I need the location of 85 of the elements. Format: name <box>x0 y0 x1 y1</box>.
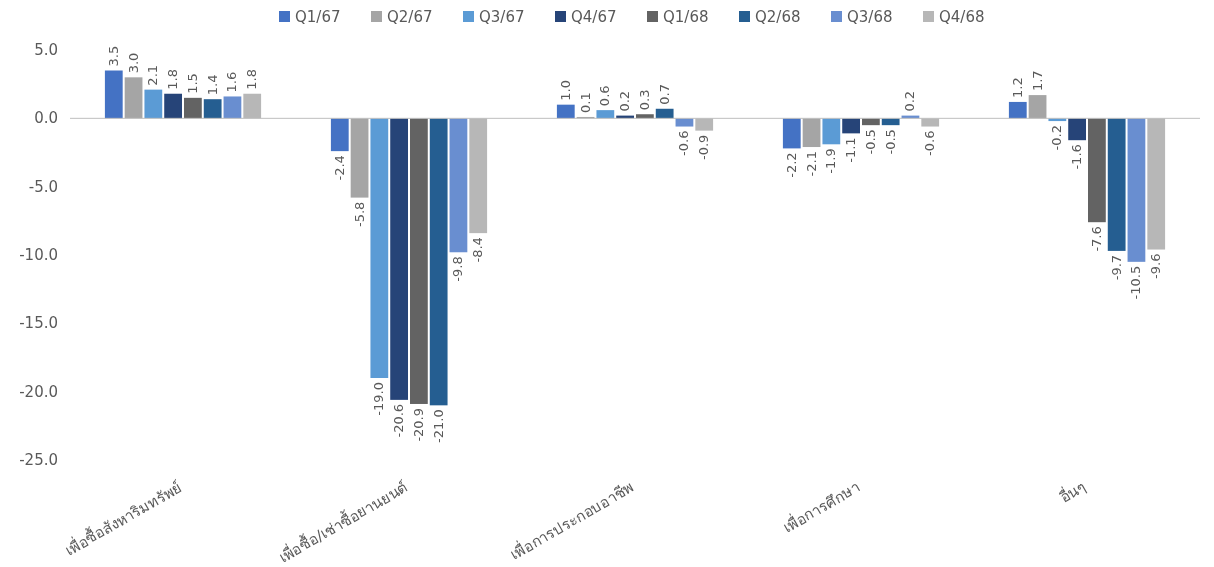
bar <box>822 118 841 145</box>
data-label: -7.6 <box>1088 226 1104 252</box>
data-label: -19.0 <box>371 382 387 416</box>
data-label: -0.5 <box>862 129 878 155</box>
bar <box>556 104 575 119</box>
bar <box>675 118 694 127</box>
bar <box>203 99 222 119</box>
data-label: -1.1 <box>843 137 859 163</box>
legend-label: Q3/68 <box>847 8 893 26</box>
data-label: 0.2 <box>902 90 918 112</box>
data-label: 1.8 <box>165 69 181 90</box>
data-label: -2.4 <box>331 155 347 181</box>
y-tick-label: 0.0 <box>34 109 58 128</box>
data-label: 0.7 <box>656 84 672 105</box>
legend-label: Q2/68 <box>755 8 801 26</box>
legend-label: Q4/67 <box>571 8 617 26</box>
x-tick-label: อื่นๆ <box>1055 476 1089 507</box>
data-label: 3.5 <box>105 45 121 67</box>
bar <box>124 77 143 119</box>
data-label: 1.0 <box>557 79 573 101</box>
bar <box>655 108 674 119</box>
data-label: -21.0 <box>430 409 446 443</box>
data-label: -9.6 <box>1148 253 1164 279</box>
bar <box>1127 118 1146 262</box>
bar <box>184 97 202 119</box>
data-label: -20.6 <box>391 403 407 438</box>
y-tick-label: -15.0 <box>19 314 58 333</box>
y-tick-label: 5.0 <box>34 41 58 59</box>
bar <box>1028 95 1047 119</box>
data-label: 0.6 <box>597 85 613 107</box>
data-label: -8.4 <box>470 237 486 263</box>
legend-label: Q3/67 <box>479 8 525 26</box>
data-label: 1.2 <box>1009 77 1025 98</box>
data-label: 1.4 <box>204 74 220 96</box>
data-label: 0.3 <box>636 89 652 111</box>
bar <box>1088 118 1106 223</box>
data-label: -2.1 <box>803 151 819 177</box>
y-tick-label: -20.0 <box>19 382 58 401</box>
bar <box>429 118 448 406</box>
bar <box>104 70 123 119</box>
bar <box>636 114 654 119</box>
data-label: -0.6 <box>922 130 938 156</box>
data-label: -0.5 <box>882 129 898 155</box>
bar <box>449 118 468 253</box>
bar <box>596 110 615 119</box>
data-label: -0.9 <box>696 134 712 161</box>
data-label: 3.0 <box>125 52 141 74</box>
y-tick-label: -10.0 <box>19 246 58 264</box>
y-tick-label: -5.0 <box>28 177 58 196</box>
data-label: 1.6 <box>224 71 240 93</box>
data-label: 1.5 <box>184 73 200 94</box>
bar <box>842 118 860 134</box>
bar <box>410 118 428 404</box>
data-label: 1.7 <box>1029 70 1045 92</box>
data-label: 1.8 <box>244 69 260 90</box>
bar <box>330 118 349 152</box>
data-label: -5.8 <box>351 201 367 227</box>
bar <box>370 118 389 378</box>
data-label: -20.9 <box>410 407 426 442</box>
bar <box>223 96 242 119</box>
bar <box>1008 101 1027 119</box>
bar <box>144 89 163 119</box>
data-label: 0.2 <box>617 90 633 112</box>
data-label: 0.1 <box>577 92 593 113</box>
bar <box>164 93 182 119</box>
bar <box>390 118 408 400</box>
data-label: -0.6 <box>676 130 692 156</box>
bar <box>802 118 821 148</box>
legend-label: Q1/68 <box>663 8 709 26</box>
data-label: -1.9 <box>823 148 839 174</box>
bar <box>1068 118 1086 141</box>
data-label: -9.7 <box>1108 254 1124 281</box>
data-label: -0.2 <box>1049 125 1065 151</box>
data-label: 2.1 <box>145 64 161 86</box>
bar <box>350 118 369 198</box>
data-label: -9.8 <box>450 256 466 282</box>
data-label: -10.5 <box>1128 265 1144 300</box>
y-tick-label: -25.0 <box>19 451 58 469</box>
legend-label: Q2/67 <box>387 8 433 26</box>
bar <box>1107 118 1126 251</box>
bar <box>782 118 801 149</box>
data-label: -1.6 <box>1069 144 1085 170</box>
data-label: -2.2 <box>783 152 799 178</box>
legend-label: Q4/68 <box>939 8 985 26</box>
legend-label: Q1/67 <box>295 8 341 26</box>
